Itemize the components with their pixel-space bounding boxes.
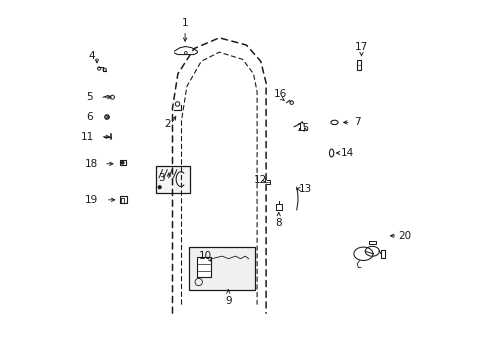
Text: 19: 19 <box>85 195 98 205</box>
Bar <box>120 160 125 165</box>
Bar <box>188 247 255 290</box>
Text: 9: 9 <box>224 296 231 306</box>
Text: 7: 7 <box>354 117 361 127</box>
Bar <box>120 196 126 203</box>
Text: 3: 3 <box>158 173 164 183</box>
Text: 16: 16 <box>273 89 286 99</box>
Text: 6: 6 <box>86 112 93 122</box>
Text: 17: 17 <box>354 42 367 52</box>
Text: 18: 18 <box>85 159 98 169</box>
Text: 11: 11 <box>81 132 94 142</box>
Text: 2: 2 <box>163 119 170 129</box>
Circle shape <box>158 186 161 189</box>
Text: 12: 12 <box>254 175 267 185</box>
Text: 20: 20 <box>397 231 410 241</box>
Circle shape <box>121 161 124 164</box>
Text: 13: 13 <box>299 184 312 194</box>
Text: 10: 10 <box>198 251 211 261</box>
Text: 1: 1 <box>182 18 188 28</box>
Bar <box>380 250 384 258</box>
Bar <box>156 166 190 193</box>
Bar <box>356 60 361 70</box>
Bar <box>196 257 211 277</box>
Text: 14: 14 <box>340 148 353 158</box>
Text: 4: 4 <box>88 51 95 61</box>
Text: 15: 15 <box>297 123 310 133</box>
Text: 8: 8 <box>275 218 282 228</box>
Text: 5: 5 <box>86 92 93 102</box>
Bar <box>368 241 375 244</box>
